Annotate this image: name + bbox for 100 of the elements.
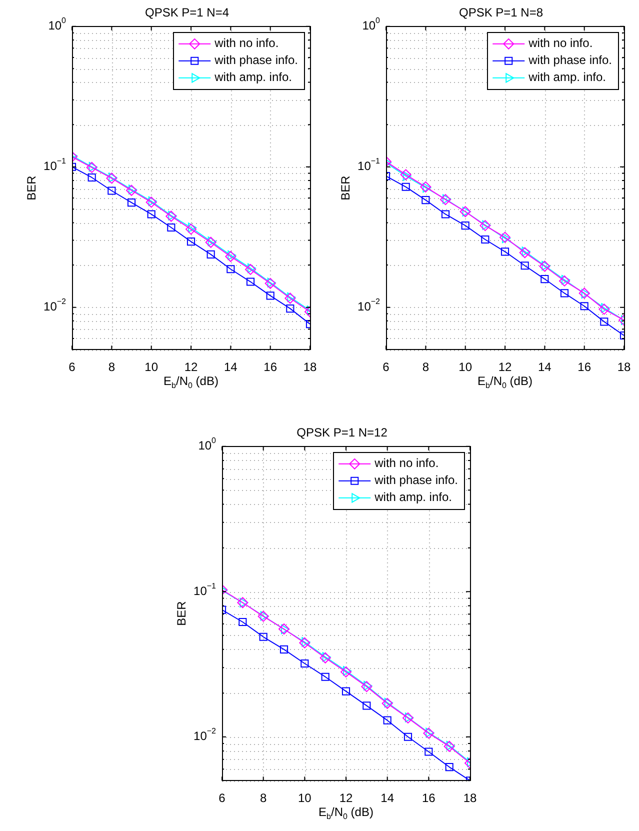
point — [384, 698, 393, 708]
point — [188, 222, 196, 232]
x-tick-label: 6 — [382, 360, 390, 374]
point — [445, 762, 454, 772]
x-tick-label: 12 — [498, 360, 512, 374]
point — [462, 206, 471, 216]
point — [126, 184, 137, 196]
point — [420, 181, 432, 192]
point — [482, 220, 491, 230]
point — [259, 632, 268, 641]
x-tick-label: 18 — [303, 360, 317, 374]
point — [461, 222, 470, 230]
point — [148, 196, 157, 206]
x-tick-label: 18 — [617, 360, 631, 374]
y-axis-title: BER — [24, 175, 38, 200]
point — [598, 304, 610, 315]
point — [559, 275, 570, 286]
point — [166, 210, 177, 222]
point — [208, 236, 216, 246]
point — [258, 610, 269, 622]
x-tick-label: 8 — [260, 791, 267, 806]
legend-label: with phase info. — [528, 53, 612, 68]
point — [168, 210, 177, 220]
x-tick-label: 12 — [339, 791, 353, 806]
x-tick-label: 16 — [264, 360, 278, 374]
point — [601, 303, 610, 313]
x-tick-label: 14 — [380, 791, 394, 806]
y-axis-title: BER — [338, 175, 352, 200]
point — [106, 172, 118, 184]
point — [539, 260, 550, 272]
point — [441, 210, 450, 218]
point — [206, 250, 215, 258]
point — [147, 210, 156, 218]
point — [302, 637, 310, 647]
point — [342, 687, 350, 696]
point — [300, 659, 309, 668]
point — [248, 263, 256, 273]
x-tick-label: 16 — [422, 791, 436, 806]
point — [542, 260, 550, 270]
point — [519, 247, 530, 258]
point — [400, 169, 412, 180]
point — [422, 196, 430, 204]
point — [186, 238, 196, 246]
point — [424, 748, 433, 756]
point — [238, 618, 247, 626]
legend-label: with phase info. — [214, 53, 298, 68]
legend-label: with amp. info. — [528, 70, 606, 84]
point — [580, 302, 588, 310]
legend-label: with no info. — [528, 36, 593, 50]
legend-label: with amp. info. — [214, 70, 292, 84]
point — [522, 246, 530, 256]
point — [500, 248, 510, 256]
x-tick-label: 12 — [184, 360, 198, 374]
point — [460, 206, 471, 218]
y-axis-title: BER — [174, 600, 188, 626]
legend-label: with no info. — [374, 456, 439, 470]
point — [88, 162, 98, 172]
x-tick-label: 18 — [463, 791, 477, 806]
point — [520, 262, 529, 270]
point — [246, 278, 255, 286]
x-tick-label: 6 — [218, 791, 226, 806]
point — [278, 624, 290, 635]
point — [299, 637, 310, 648]
point — [442, 194, 451, 204]
point — [108, 186, 116, 195]
point — [446, 740, 455, 750]
point — [127, 198, 136, 207]
point — [562, 274, 570, 285]
point — [286, 304, 294, 313]
point — [404, 732, 412, 741]
x-tick-label: 14 — [538, 360, 552, 374]
point — [322, 652, 331, 662]
chart-title: QPSK P=1 N=12 — [296, 426, 388, 440]
point — [402, 171, 412, 181]
x-tick-label: 10 — [144, 360, 158, 374]
point — [88, 173, 96, 182]
point — [264, 278, 276, 289]
point — [108, 172, 118, 182]
point — [237, 597, 248, 608]
point — [581, 288, 590, 299]
x-tick-label: 8 — [108, 360, 116, 374]
point — [600, 318, 608, 326]
point — [287, 292, 296, 302]
point — [267, 278, 276, 288]
point — [405, 712, 414, 722]
point — [205, 236, 216, 248]
point — [186, 224, 196, 235]
point — [383, 716, 392, 724]
point — [362, 702, 371, 710]
point — [361, 681, 372, 692]
point — [402, 182, 410, 191]
legend-label: with amp. info. — [374, 490, 452, 504]
chart-title: QPSK P=1 N=4 — [144, 6, 230, 20]
point — [146, 196, 157, 208]
point — [280, 645, 288, 654]
point — [480, 220, 491, 232]
point — [340, 666, 352, 678]
point — [422, 182, 432, 193]
point — [402, 712, 414, 724]
point — [167, 223, 176, 232]
